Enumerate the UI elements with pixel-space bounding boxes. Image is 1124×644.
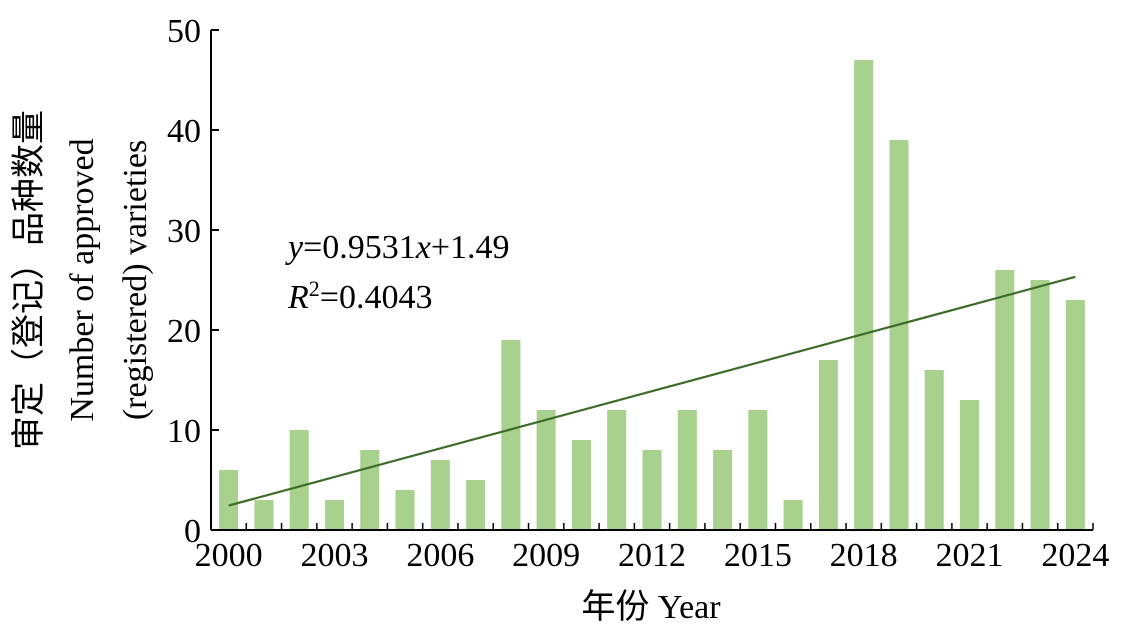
- bar-2009: [536, 410, 556, 530]
- equation-end: +1.49: [431, 229, 510, 266]
- y-tick-label-20: 20: [167, 313, 201, 350]
- trend-equation: y=0.9531x+1.49: [285, 229, 510, 266]
- bar-2000: [219, 470, 239, 530]
- bar-2020: [924, 370, 944, 530]
- x-tick-label-2012: 2012: [618, 537, 686, 574]
- bar-2022: [995, 270, 1015, 530]
- bar-2002: [289, 430, 309, 530]
- bar-2003: [324, 500, 344, 530]
- equation-x: x: [415, 229, 431, 266]
- x-ticks-group: 2000 2003 2006 2009 2012 2015 2018 2021 2024: [195, 523, 1109, 574]
- trend-line: [228, 275, 1076, 507]
- bar-2016: [783, 500, 803, 530]
- x-tick-label-2018: 2018: [830, 537, 898, 574]
- equation-mid: =0.9531: [303, 229, 416, 266]
- r-squared: R2=0.4043: [287, 276, 432, 316]
- y-axis-label-line-1: 审定（登记）品种数量: [10, 110, 48, 450]
- y-tick-label-10: 10: [167, 413, 201, 450]
- y-axis-label-line-2: Number of approved: [64, 138, 101, 421]
- bar-2011: [607, 410, 627, 530]
- bar-2010: [571, 440, 591, 530]
- axes-group: [210, 30, 1093, 531]
- bar-2017: [818, 360, 838, 530]
- bar-2001: [254, 500, 274, 530]
- y-tick-label-50: 50: [167, 13, 201, 50]
- y-tick-label-0: 0: [184, 513, 201, 550]
- x-tick-label-2021: 2021: [936, 537, 1004, 574]
- x-tick-label-2015: 2015: [724, 537, 792, 574]
- x-tick-label-2000: 2000: [195, 537, 263, 574]
- y-tick-label-30: 30: [167, 213, 201, 250]
- bar-2015: [748, 410, 768, 530]
- x-tick-label-2006: 2006: [406, 537, 474, 574]
- bar-2021: [959, 400, 980, 530]
- bar-2007: [466, 480, 486, 530]
- x-tick-label-2003: 2003: [300, 537, 368, 574]
- bar-2019: [889, 140, 909, 530]
- bar-2023: [1030, 280, 1050, 530]
- bar-2004: [360, 450, 380, 530]
- bar-2018: [854, 60, 874, 530]
- x-axis-label: 年份 Year: [581, 588, 721, 626]
- y-tick-label-40: 40: [167, 113, 201, 150]
- bar-2024: [1065, 300, 1085, 530]
- y-ticks-group: 0 10 20 30 40 50: [167, 13, 219, 550]
- bar-2013: [677, 410, 697, 530]
- x-tick-label-2009: 2009: [512, 537, 580, 574]
- bar-2014: [713, 450, 733, 530]
- equation-y: y: [285, 229, 304, 266]
- r-squared-r: R: [287, 279, 309, 316]
- bar-2012: [642, 450, 662, 530]
- x-tick-label-2024: 2024: [1041, 537, 1109, 574]
- bar-2008: [501, 340, 521, 530]
- bar-2005: [395, 490, 415, 530]
- r-squared-sup: 2: [309, 276, 320, 301]
- y-axis-label-line-3: (registered) varieties: [117, 140, 154, 420]
- bars-group: [219, 60, 1085, 530]
- bar-2006: [430, 460, 450, 530]
- r-squared-value: =0.4043: [320, 279, 433, 316]
